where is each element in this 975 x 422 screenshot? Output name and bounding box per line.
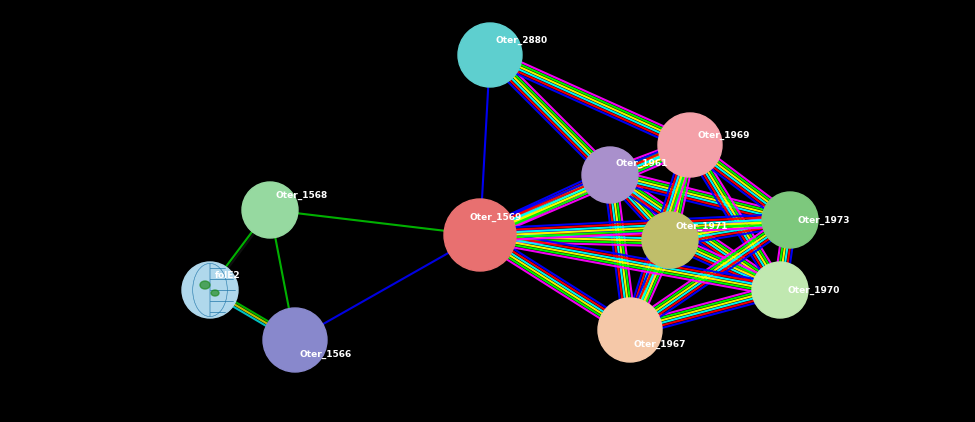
Circle shape	[642, 212, 698, 268]
Text: Oter_1971: Oter_1971	[675, 222, 727, 230]
Text: folE2: folE2	[215, 271, 241, 281]
Circle shape	[762, 192, 818, 248]
Text: Oter_1967: Oter_1967	[634, 339, 686, 349]
Text: Oter_1569: Oter_1569	[470, 212, 523, 222]
Circle shape	[242, 182, 298, 238]
Circle shape	[182, 262, 238, 318]
Text: Oter_2880: Oter_2880	[495, 35, 547, 45]
Circle shape	[458, 23, 522, 87]
Circle shape	[752, 262, 808, 318]
Circle shape	[582, 147, 638, 203]
Text: Oter_1568: Oter_1568	[275, 190, 328, 200]
Circle shape	[658, 113, 722, 177]
Text: Oter_1566: Oter_1566	[300, 349, 352, 359]
Circle shape	[598, 298, 662, 362]
Ellipse shape	[200, 281, 210, 289]
Text: Oter_1969: Oter_1969	[698, 130, 751, 140]
Circle shape	[444, 199, 516, 271]
Text: Oter_1970: Oter_1970	[788, 285, 840, 295]
Circle shape	[263, 308, 327, 372]
Text: Oter_1961: Oter_1961	[615, 158, 667, 168]
Text: Oter_1973: Oter_1973	[798, 215, 850, 225]
Ellipse shape	[211, 290, 219, 296]
